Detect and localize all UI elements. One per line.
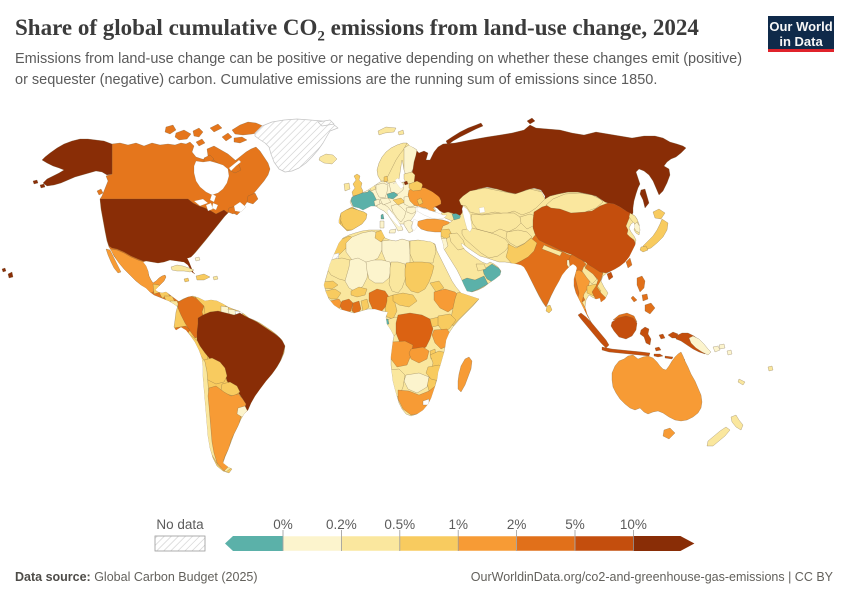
svg-text:0%: 0% bbox=[273, 517, 293, 532]
svg-text:0.2%: 0.2% bbox=[326, 517, 357, 532]
svg-text:10%: 10% bbox=[620, 517, 647, 532]
svg-text:1%: 1% bbox=[448, 517, 468, 532]
svg-text:2%: 2% bbox=[507, 517, 527, 532]
svg-text:5%: 5% bbox=[565, 517, 585, 532]
svg-text:0.5%: 0.5% bbox=[384, 517, 415, 532]
svg-text:No data: No data bbox=[156, 517, 204, 532]
